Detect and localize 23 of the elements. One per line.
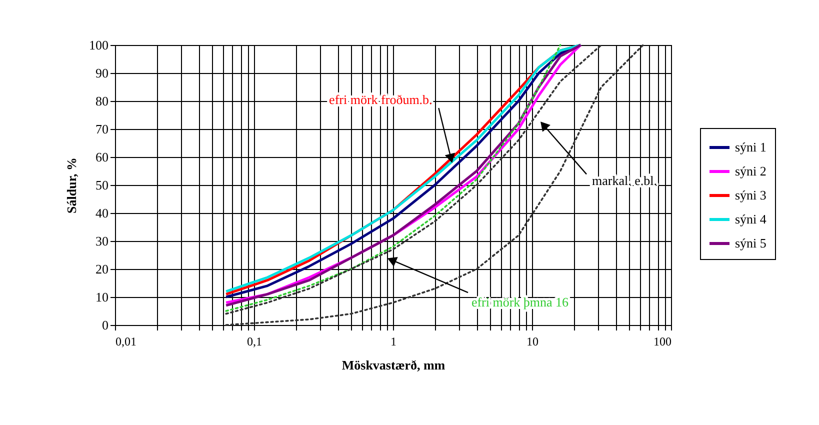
y-tick-label: 20 bbox=[96, 262, 108, 276]
y-tick-label: 80 bbox=[96, 94, 108, 108]
y-axis-title: Sáldur, % bbox=[64, 158, 79, 214]
legend-label: sýni 3 bbox=[735, 188, 766, 202]
legend-label: sýni 5 bbox=[735, 236, 766, 250]
y-tick-label: 50 bbox=[96, 178, 108, 192]
y-tick-label: 10 bbox=[96, 290, 108, 304]
y-tick-label: 100 bbox=[89, 38, 108, 52]
legend-label: sýni 1 bbox=[735, 140, 766, 154]
x-tick-label: 100 bbox=[654, 334, 672, 348]
x-tick-label: 0,1 bbox=[247, 334, 262, 348]
y-tick-label: 40 bbox=[96, 206, 108, 220]
x-tick-label: 10 bbox=[526, 334, 538, 348]
x-tick-label: 1 bbox=[390, 334, 396, 348]
y-tick-label: 70 bbox=[96, 122, 108, 136]
x-axis-title: Möskvastærð, mm bbox=[342, 358, 446, 372]
y-tick-label: 0 bbox=[102, 318, 108, 332]
y-tick-label: 60 bbox=[96, 150, 108, 164]
legend-label: sýni 2 bbox=[735, 164, 766, 178]
y-tick-label: 90 bbox=[96, 66, 108, 80]
x-tick-label: 0,01 bbox=[116, 334, 136, 348]
legend-label: sýni 4 bbox=[735, 212, 767, 226]
y-tick-label: 30 bbox=[96, 234, 108, 248]
